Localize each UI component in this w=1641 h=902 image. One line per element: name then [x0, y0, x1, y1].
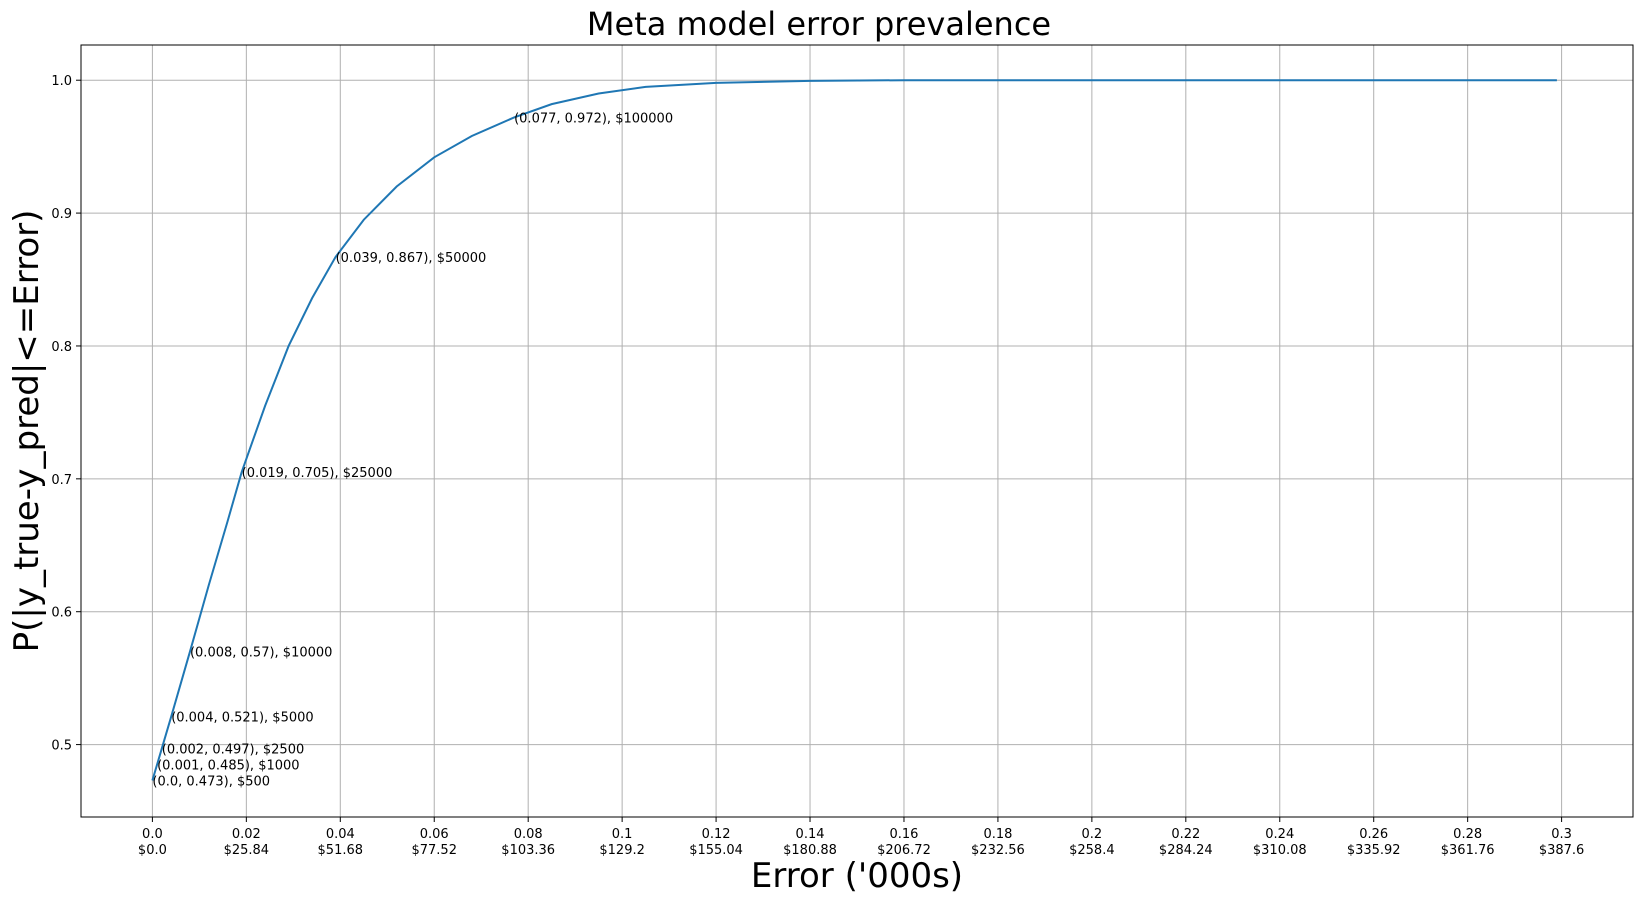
- x-axis-label: Error ('000s): [751, 856, 963, 896]
- point-annotation: (0.001, 0.485), $1000: [157, 759, 299, 774]
- grid-layer: [81, 45, 1633, 817]
- plot-frame: [80, 44, 1634, 818]
- x-tick-sublabel: $232.56: [971, 843, 1025, 858]
- x-tick-label: 0.22: [1171, 827, 1200, 842]
- x-tick-label: 0.06: [420, 827, 449, 842]
- x-tick-sublabel: $25.84: [224, 843, 270, 858]
- x-tick-sublabel: $77.52: [411, 843, 457, 858]
- y-tick-label: 0.6: [51, 606, 72, 621]
- x-tick-sublabel: $103.36: [501, 843, 555, 858]
- point-annotation: (0.077, 0.972), $100000: [514, 111, 673, 126]
- y-tick-label: 0.8: [51, 340, 72, 355]
- x-tick-sublabel: $0.0: [138, 843, 167, 858]
- x-tick-sublabel: $387.6: [1539, 843, 1585, 858]
- x-tick-label: 0.18: [983, 827, 1012, 842]
- point-annotation: (0.0, 0.473), $500: [152, 774, 270, 789]
- x-tick-sublabel: $129.2: [599, 843, 645, 858]
- x-tick-label: 0.12: [702, 827, 731, 842]
- x-tick-sublabel: $335.92: [1347, 843, 1401, 858]
- x-tick-label: 0.1: [612, 827, 633, 842]
- point-annotation: (0.002, 0.497), $2500: [162, 743, 304, 758]
- y-axis-label: P(|y_true-y_pred|<=Error): [7, 210, 47, 653]
- point-annotation: (0.019, 0.705), $25000: [242, 466, 393, 481]
- x-tick-sublabel: $284.24: [1159, 843, 1213, 858]
- y-tick-label: 0.7: [51, 473, 72, 488]
- x-tick-sublabel: $155.04: [689, 843, 743, 858]
- x-tick-label: 0.04: [326, 827, 355, 842]
- y-tick-label: 0.9: [51, 207, 72, 222]
- x-tick-label: 0.02: [232, 827, 261, 842]
- chart-title: Meta model error prevalence: [587, 5, 1051, 43]
- x-tick-sublabel: $51.68: [318, 843, 364, 858]
- x-tick-label: 0.28: [1453, 827, 1482, 842]
- x-tick-sublabel: $206.72: [877, 843, 931, 858]
- x-tick-label: 0.24: [1265, 827, 1294, 842]
- x-tick-label: 0.26: [1359, 827, 1388, 842]
- x-tick-label: 0.08: [514, 827, 543, 842]
- x-tick-sublabel: $361.76: [1441, 843, 1495, 858]
- x-tick-label: 0.14: [796, 827, 825, 842]
- y-tick-label: 1.0: [51, 74, 72, 89]
- cumulative-error-line: [151, 79, 1557, 781]
- y-tick-label: 0.5: [51, 739, 72, 754]
- x-tick-label: 0.16: [889, 827, 918, 842]
- point-annotation: (0.039, 0.867), $50000: [336, 251, 487, 266]
- x-tick-sublabel: $180.88: [783, 843, 837, 858]
- point-annotation: (0.008, 0.57), $10000: [190, 646, 332, 661]
- x-tick-sublabel: $258.4: [1069, 843, 1115, 858]
- tick-layer: 0.0$0.0 0.02$25.84 0.04$51.68 0.06$77.52 0.0…: [51, 74, 1584, 858]
- x-tick-label: 0.2: [1082, 827, 1103, 842]
- annotation-layer: (0.0, 0.473), $500(0.001, 0.485), $1000(…: [152, 111, 673, 789]
- x-tick-sublabel: $310.08: [1253, 843, 1307, 858]
- point-annotation: (0.004, 0.521), $5000: [171, 711, 313, 726]
- x-tick-label: 0.0: [142, 827, 163, 842]
- x-tick-label: 0.3: [1551, 827, 1572, 842]
